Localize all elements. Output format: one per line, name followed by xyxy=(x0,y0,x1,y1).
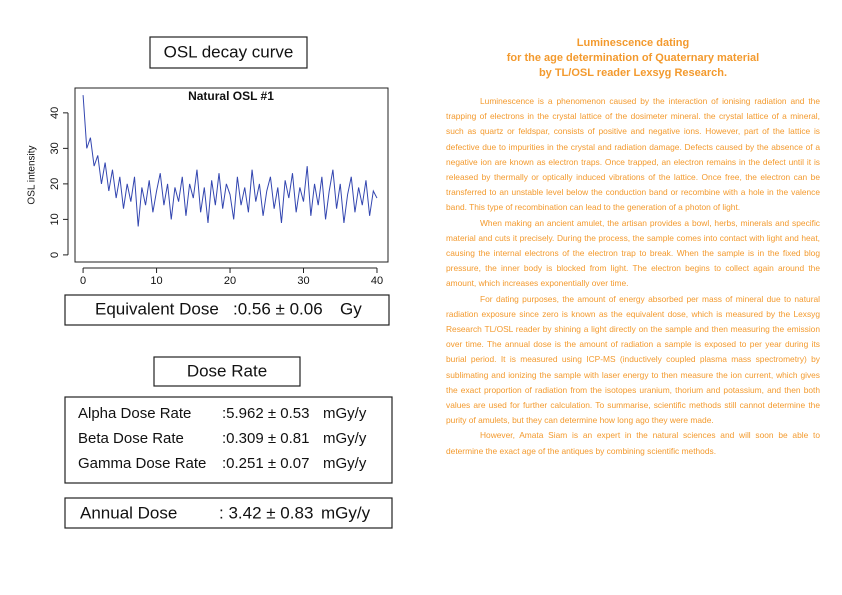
article-title: for the age determination of Quaternary … xyxy=(506,52,760,64)
paragraph: For dating purposes, the amount of energ… xyxy=(446,293,820,426)
equivalent-dose-box xyxy=(64,294,390,326)
unit: Gy xyxy=(340,299,362,318)
osl-line xyxy=(82,95,378,227)
row-label: Beta Dose Rate xyxy=(78,430,184,447)
y-tick-label: 30 xyxy=(49,142,61,154)
annual-dose-box xyxy=(64,497,393,529)
label: Annual Dose xyxy=(80,503,177,522)
value: : 3.42 ± 0.83 xyxy=(219,503,313,522)
dose-rate-box xyxy=(153,356,301,387)
row-unit: mGy/y xyxy=(323,405,367,422)
row-unit: mGy/y xyxy=(323,455,367,472)
plot-frame xyxy=(74,87,389,263)
paragraph: However, Amata Siam is an expert in the … xyxy=(446,430,820,456)
dose-rate-title: Dose Rate xyxy=(187,361,267,380)
label: Equivalent Dose xyxy=(95,299,219,318)
chart-title: Natural OSL #1 xyxy=(188,89,274,103)
x-tick-label: 30 xyxy=(297,275,309,287)
y-tick-label: 10 xyxy=(49,213,61,225)
row-value: :0.309 ± 0.81 xyxy=(222,430,309,447)
chart-header: OSL decay curve xyxy=(164,42,294,61)
row-value: :0.251 ± 0.07 xyxy=(222,455,309,472)
row-label: Gamma Dose Rate xyxy=(78,455,206,472)
y-axis-label: OSL intensity xyxy=(27,145,38,204)
row-label: Alpha Dose Rate xyxy=(78,405,191,422)
y-tick-label: 40 xyxy=(49,107,61,119)
article: Luminescence dating for the age determina… xyxy=(446,36,820,459)
paragraph: Luminescence is a phenomenon caused by t… xyxy=(446,96,820,213)
article-title: by TL/OSL reader Lexsyg Research. xyxy=(538,67,728,79)
x-tick-label: 0 xyxy=(80,275,86,287)
header-box xyxy=(149,36,308,69)
unit: mGy/y xyxy=(321,503,371,522)
dose-rate-table xyxy=(64,396,393,484)
row-value: :5.962 ± 0.53 xyxy=(222,405,309,422)
article-title: Luminescence dating xyxy=(576,37,690,49)
row-unit: mGy/y xyxy=(323,430,367,447)
left-panel: OSL decay curve Natural OSL #1 OSL inten… xyxy=(27,36,393,529)
value: :0.56 ± 0.06 xyxy=(233,299,323,318)
plot: 0 10 20 30 40 0 10 20 30 40 xyxy=(49,95,383,287)
x-tick-label: 10 xyxy=(150,275,162,287)
y-tick-label: 20 xyxy=(49,178,61,190)
paragraph: When making an ancient amulet, the artis… xyxy=(446,217,820,289)
rows: Alpha Dose Rate :5.962 ± 0.53 mGy/y Beta Do… xyxy=(78,405,367,472)
x-tick-label: 40 xyxy=(371,275,383,287)
x-tick-label: 20 xyxy=(224,275,236,287)
y-tick-label: 0 xyxy=(49,252,61,258)
